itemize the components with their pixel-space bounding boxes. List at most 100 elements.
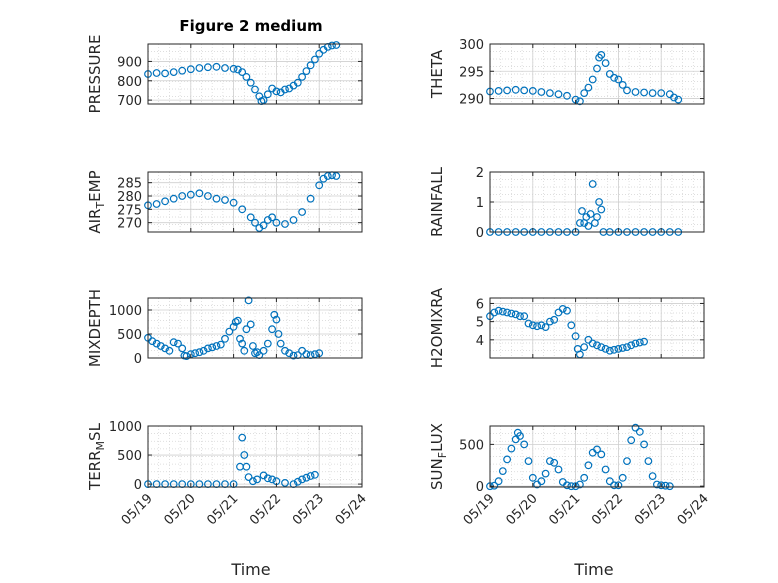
y-tick-label: 0 (134, 352, 142, 367)
data-point (593, 341, 601, 350)
y-axis-label: PRESSURE (86, 35, 104, 114)
data-point (302, 67, 311, 75)
data-point (152, 339, 161, 348)
data-point (332, 41, 341, 49)
data-point (571, 332, 580, 341)
data-point (614, 345, 623, 353)
y-tick-label: 275 (117, 203, 142, 218)
data-point (584, 461, 593, 470)
data-point (558, 305, 567, 313)
data-point (618, 80, 627, 89)
data-point (586, 210, 595, 218)
data-point (563, 306, 571, 315)
data-point (281, 85, 289, 94)
data-point (270, 310, 279, 319)
axes-box (489, 43, 705, 105)
data-point (182, 352, 191, 361)
data-point (494, 306, 503, 315)
y-tick-label: 285 (117, 177, 142, 192)
data-point (221, 64, 229, 72)
data-point (610, 345, 618, 354)
data-point (623, 343, 631, 352)
data-point (156, 342, 165, 350)
data-point (524, 319, 533, 328)
data-point (588, 75, 597, 84)
data-point (178, 344, 187, 353)
data-point (528, 473, 537, 482)
data-point (588, 180, 597, 188)
y-axis-label: MIXDEPTH (86, 289, 104, 367)
data-point (588, 339, 597, 348)
data-point (263, 90, 272, 99)
data-point (169, 194, 178, 203)
data-point (186, 190, 195, 199)
data-point (178, 66, 187, 75)
data-point (152, 200, 161, 208)
data-point (520, 86, 529, 95)
data-point (580, 343, 589, 352)
data-point (601, 465, 610, 474)
data-point (229, 322, 238, 331)
data-point (203, 344, 212, 353)
data-point (640, 88, 648, 97)
data-point (281, 479, 289, 487)
data-point (578, 207, 586, 215)
data-point (186, 65, 195, 74)
y-tick-label: 0 (476, 480, 484, 495)
y-tick-label: 270 (117, 217, 142, 232)
data-point (593, 445, 601, 454)
data-point (281, 346, 289, 355)
data-point (174, 339, 182, 348)
data-point (610, 481, 618, 490)
y-axis-label: TERRMSL (86, 422, 107, 491)
data-point (601, 345, 610, 353)
data-point (640, 440, 648, 449)
data-point (490, 308, 499, 317)
data-point (212, 62, 221, 71)
data-point (627, 436, 636, 445)
data-point (520, 440, 529, 449)
data-point (601, 59, 610, 67)
data-point (554, 90, 563, 99)
data-point (293, 78, 302, 87)
data-point (238, 205, 247, 214)
data-point (507, 444, 516, 453)
data-point (494, 477, 503, 486)
data-point (259, 221, 268, 230)
data-point (191, 349, 200, 358)
data-point (580, 473, 589, 482)
y-tick-label: 280 (117, 190, 142, 205)
data-point (657, 481, 666, 490)
x-tick-label: 05/21 (204, 491, 241, 528)
data-point (240, 451, 249, 459)
data-point (516, 432, 524, 440)
data-point (268, 325, 277, 334)
data-point (306, 472, 315, 480)
data-point (511, 310, 520, 319)
data-point (242, 325, 251, 334)
data-point (229, 64, 238, 73)
y-tick-label: 4 (476, 334, 484, 349)
x-tick-label: 05/23 (290, 491, 327, 528)
data-point (494, 86, 503, 95)
data-point (221, 196, 229, 204)
data-point (216, 340, 225, 349)
data-point (623, 86, 631, 95)
data-point (328, 41, 336, 50)
data-point (618, 473, 627, 482)
data-point (563, 91, 571, 100)
data-point (546, 89, 554, 97)
data-point (195, 189, 204, 198)
data-point (670, 93, 678, 102)
panel-mixdepth: 0 500 1000 MIXDEPTH (86, 289, 363, 367)
data-point (597, 343, 606, 352)
data-point (674, 95, 683, 104)
axes-box (147, 43, 363, 105)
data-point (169, 338, 178, 347)
data-point (332, 172, 341, 180)
panel-h2omixra: 4 5 6 H2OMIXRA (428, 287, 705, 368)
x-tick-label: 05/20 (504, 491, 541, 528)
data-point (605, 70, 614, 78)
data-point (161, 197, 170, 206)
data-point (541, 323, 550, 332)
